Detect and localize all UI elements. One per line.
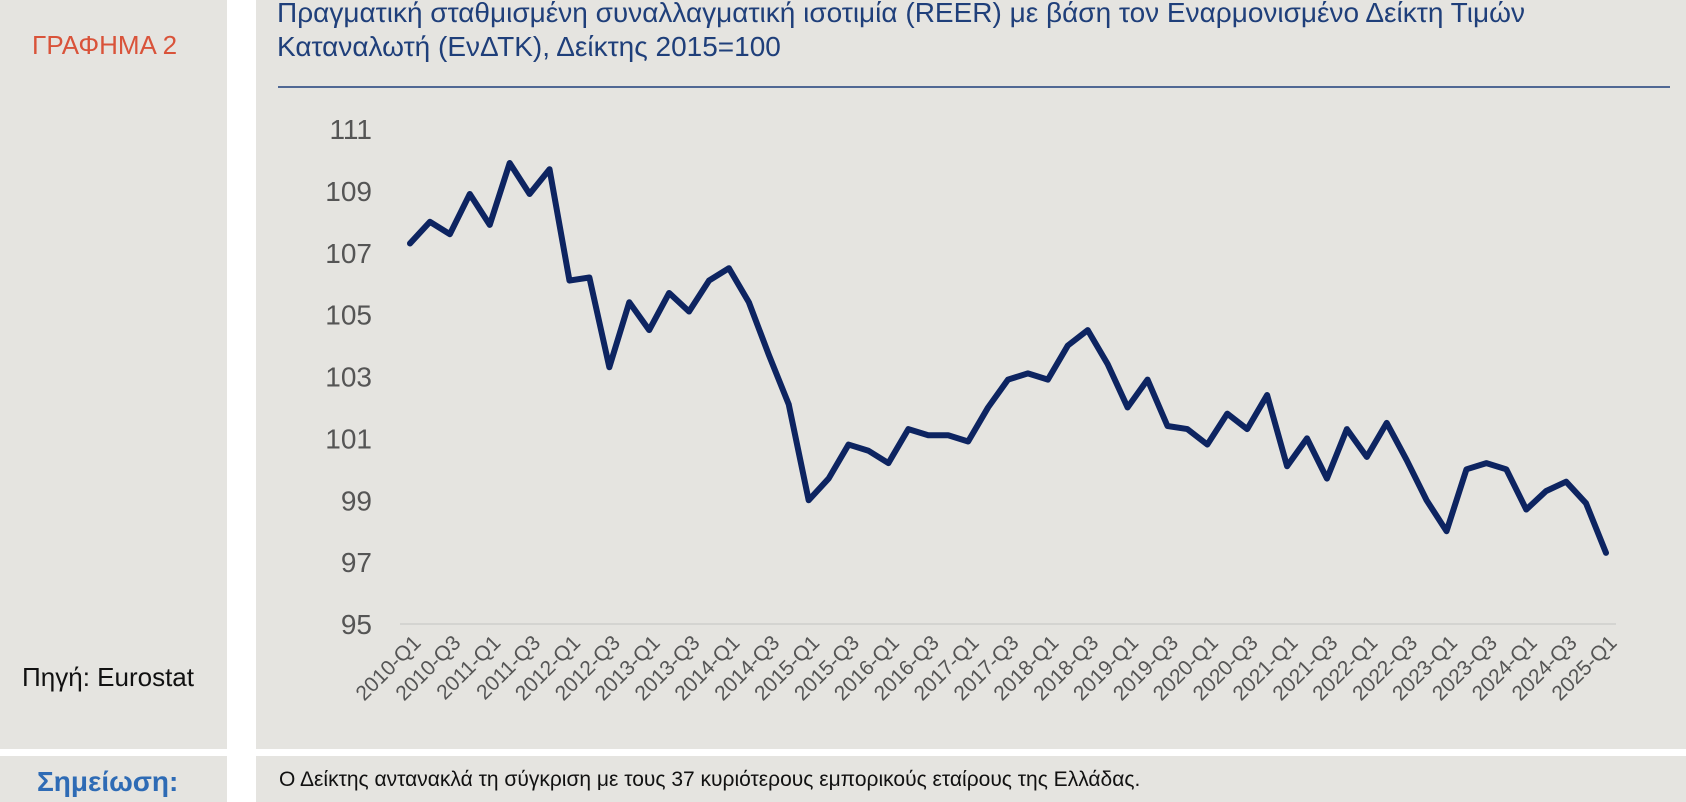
- y-tick-label: 109: [325, 176, 372, 207]
- note-panel: [256, 756, 1686, 802]
- y-tick-label: 111: [329, 114, 372, 145]
- y-tick-label: 107: [325, 238, 372, 269]
- y-tick-label: 103: [325, 362, 372, 393]
- note-label-panel: [0, 756, 227, 802]
- side-panel: [0, 0, 227, 749]
- line: [407, 160, 1609, 556]
- y-tick-label: 97: [341, 547, 372, 578]
- y-tick-label: 101: [325, 423, 372, 454]
- y-tick-label: 105: [325, 300, 372, 331]
- note: Ο Δείκτης αντανακλά τη σύγκριση με τους …: [279, 768, 1141, 791]
- note-label: Σημείωση:: [37, 766, 179, 797]
- source: Πηγή: Eurostat: [22, 662, 194, 692]
- y-tick-label: 99: [341, 485, 372, 516]
- chart: 9597991011031051071091112010-Q12010-Q320…: [278, 86, 1670, 705]
- chart-title: Πραγματική σταθμισμένη συναλλαγματική ισ…: [277, 0, 1525, 62]
- figure-label: ΓΡΑΦΗΜΑ 2: [32, 30, 178, 60]
- y-tick-label: 95: [341, 609, 372, 640]
